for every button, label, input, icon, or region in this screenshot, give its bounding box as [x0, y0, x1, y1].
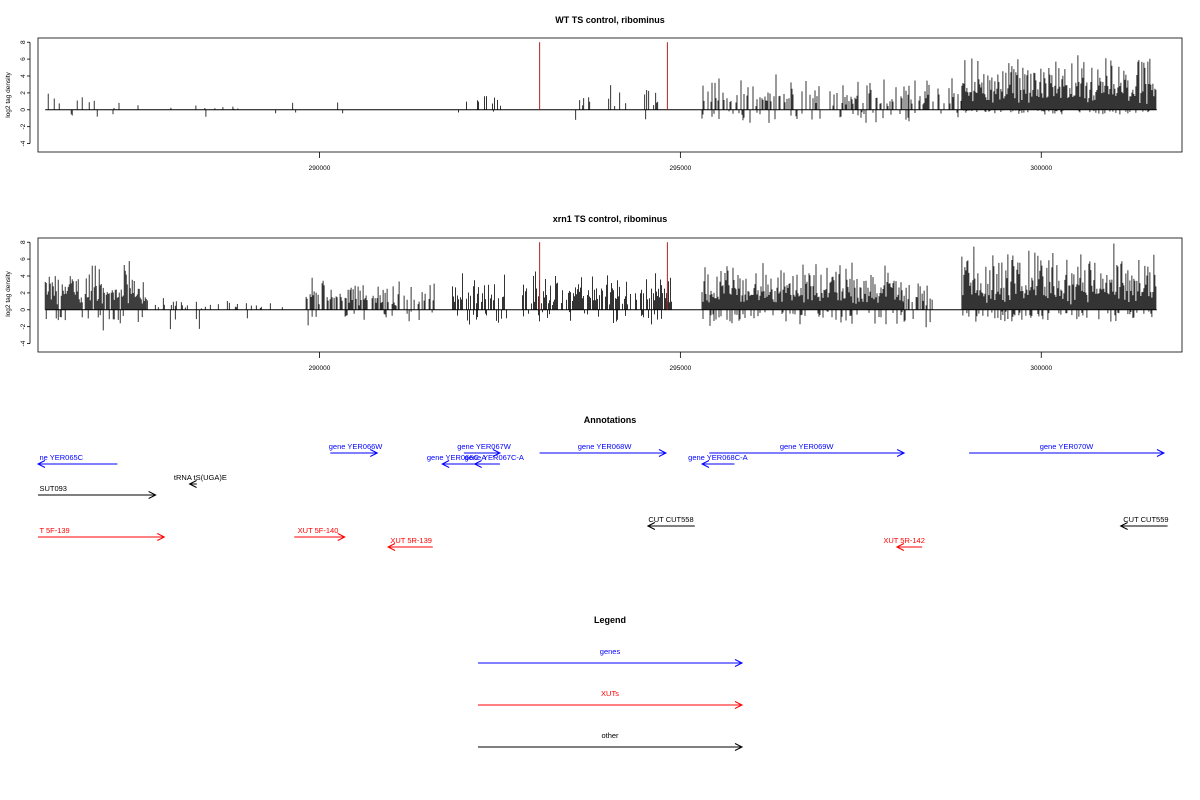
- wt-track-ylabel: log2 tag density: [5, 71, 12, 117]
- y-tick-label: 6: [20, 57, 27, 61]
- y-tick-label: 8: [20, 240, 27, 244]
- annotations-panel: Annotations ne YER065C gene YER066W gene Y…: [36, 415, 1169, 551]
- x-tick-label: 290000: [309, 165, 331, 172]
- feature-arrowhead: [36, 460, 46, 468]
- y-tick-label: 2: [20, 91, 27, 95]
- feature-label: gene YER070W: [1040, 442, 1095, 451]
- feature-arrowhead: [473, 460, 482, 468]
- feature-label: gene YER068C-A: [688, 453, 747, 462]
- feature-arrowhead: [441, 460, 450, 468]
- y-tick-label: 8: [20, 40, 27, 44]
- feature-label: gene YER068W: [578, 442, 633, 451]
- feature-label: XUT 5F-140: [298, 526, 339, 535]
- feature-label: gene YER066C-A: [427, 453, 486, 462]
- xrn1-track-bars: [44, 242, 1157, 331]
- legend-label: other: [601, 731, 619, 740]
- legend-arrowhead: [734, 659, 744, 667]
- feature-label: gene YER067C-A: [464, 453, 523, 462]
- legend-entries: genes XUTs other: [478, 647, 744, 751]
- xrn1-track-y-axis: -4 -2 0 2 4 6 8: [20, 240, 31, 346]
- feature-label: CUT CUT558: [648, 515, 693, 524]
- xrn1-track-ylabel: log2 tag density: [5, 270, 12, 316]
- xrn1-track-title: xrn1 TS control, ribominus: [553, 214, 668, 224]
- feature-arrowhead: [700, 460, 710, 468]
- feature-label: XUT 5R-139: [390, 536, 432, 545]
- legend-title: Legend: [594, 615, 626, 625]
- y-tick-label: -2: [20, 323, 27, 329]
- feature-label: SUT093: [39, 484, 67, 493]
- x-tick-label: 295000: [670, 365, 692, 372]
- wt-track-x-axis: 290000 295000 300000: [309, 152, 1052, 172]
- feature-arrowhead: [895, 543, 905, 551]
- legend-label: genes: [600, 647, 621, 656]
- legend-arrowhead: [734, 701, 744, 709]
- y-tick-label: 4: [20, 74, 27, 78]
- y-tick-label: -2: [20, 123, 27, 129]
- wt-track-bars: [45, 42, 1157, 123]
- xrn1-track-x-axis: 290000 295000 300000: [309, 352, 1052, 372]
- wt-track-y-axis: -4 -2 0 2 4 6 8: [20, 40, 31, 146]
- feature-label: ne YER065C: [39, 453, 83, 462]
- feature-label: XUT 5R-142: [883, 536, 925, 545]
- feature-arrowhead: [337, 533, 346, 541]
- feature-arrowhead: [370, 449, 379, 457]
- y-tick-label: -4: [20, 340, 27, 346]
- feature-label: CUT CUT559: [1123, 515, 1168, 524]
- feature-arrowhead: [1119, 522, 1128, 530]
- feature-arrowhead: [386, 543, 396, 551]
- xrn1-track-frame: [37, 237, 1183, 353]
- feature-label: T 5F-139: [39, 526, 69, 535]
- y-tick-label: 0: [20, 108, 27, 112]
- legend-label: XUTs: [601, 689, 619, 698]
- feature-arrowhead: [492, 449, 502, 457]
- y-tick-label: -4: [20, 140, 27, 146]
- feature-arrowhead: [1156, 449, 1166, 457]
- wt-track-panel: WT TS control, ribominus log2 tag densit…: [5, 15, 1183, 172]
- legend-panel: Legend genes XUTs other: [478, 615, 744, 751]
- feature-label: gene YER066W: [329, 442, 384, 451]
- feature-arrowhead: [658, 449, 668, 457]
- annotations-title: Annotations: [584, 415, 637, 425]
- x-tick-label: 300000: [1030, 365, 1052, 372]
- feature-arrowhead: [646, 522, 656, 530]
- wt-track-title: WT TS control, ribominus: [555, 15, 665, 25]
- y-tick-label: 4: [20, 274, 27, 278]
- feature-label: gene YER067W: [457, 442, 512, 451]
- x-tick-label: 300000: [1030, 165, 1052, 172]
- y-tick-label: 6: [20, 257, 27, 261]
- y-tick-label: 2: [20, 291, 27, 295]
- xrn1-track-panel: xrn1 TS control, ribominus log2 tag dens…: [5, 214, 1183, 372]
- wt-track-frame: [37, 37, 1183, 153]
- legend-arrowhead: [734, 743, 744, 751]
- feature-arrowhead: [148, 491, 157, 499]
- annotation-features: ne YER065C gene YER066W gene YER067W gene Y…: [36, 442, 1169, 551]
- feature-arrowhead: [157, 533, 166, 541]
- feature-label: gene YER069W: [780, 442, 835, 451]
- y-tick-label: 0: [20, 308, 27, 312]
- feature-label: tRNA tS(UGA)E: [174, 473, 227, 482]
- x-tick-label: 290000: [309, 365, 331, 372]
- feature-arrowhead: [188, 480, 197, 488]
- x-tick-label: 295000: [670, 165, 692, 172]
- feature-arrowhead: [896, 449, 906, 457]
